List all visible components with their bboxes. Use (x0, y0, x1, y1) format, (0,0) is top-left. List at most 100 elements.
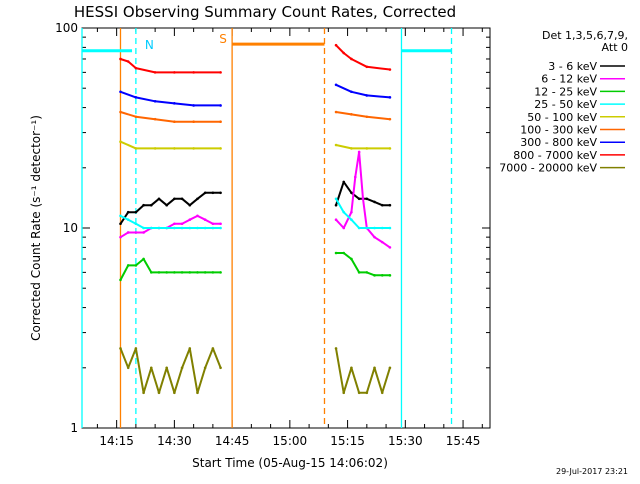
data-point (126, 264, 130, 267)
data-point (203, 191, 207, 195)
legend-header-line1: Det 1,3,5,6,7,9, (542, 29, 628, 42)
series-line (335, 111, 391, 121)
legend-label: 7000 - 20000 keV (499, 162, 597, 175)
data-point (149, 366, 153, 370)
data-point (334, 347, 338, 350)
data-point (380, 391, 384, 395)
data-point (119, 110, 122, 114)
data-point (134, 66, 138, 70)
data-point (342, 251, 346, 255)
data-point (157, 197, 161, 201)
data-point (126, 231, 130, 234)
data-point (380, 226, 384, 230)
x-tick-label: 14:45 (215, 434, 250, 448)
data-point (357, 271, 361, 274)
data-point (219, 366, 222, 370)
data-point (173, 197, 176, 201)
data-point (388, 117, 392, 121)
data-point (365, 391, 369, 395)
series-line (335, 348, 391, 394)
data-point (350, 191, 353, 195)
data-point (365, 65, 369, 69)
data-point (180, 222, 184, 226)
data-point (334, 218, 338, 222)
data-point (153, 71, 157, 74)
data-point (153, 100, 157, 103)
data-point (334, 83, 338, 87)
data-point (153, 117, 157, 121)
data-point (149, 271, 153, 274)
data-point (350, 210, 353, 214)
data-point (134, 147, 138, 150)
series-line (119, 191, 221, 225)
data-point (350, 57, 353, 61)
data-point (180, 366, 184, 370)
data-point (173, 391, 176, 395)
series-line (335, 198, 390, 229)
data-point (357, 197, 361, 201)
series-line (335, 83, 390, 99)
data-point (211, 271, 215, 274)
data-point (119, 90, 122, 94)
data-point (165, 226, 168, 230)
data-point (134, 231, 138, 234)
data-point (173, 147, 176, 150)
y-axis-label: Corrected Count Rate (s⁻¹ detector⁻¹) (29, 115, 43, 341)
data-point (142, 257, 145, 261)
data-point (350, 257, 353, 261)
legend-header-line2: Att 0 (602, 41, 628, 54)
data-point (211, 347, 215, 350)
chart-title: HESSI Observing Summary Count Rates, Cor… (74, 3, 456, 21)
y-tick-label: 1 (70, 421, 78, 435)
x-tick-label: 14:30 (157, 434, 192, 448)
data-point (365, 115, 369, 119)
data-point (192, 120, 195, 124)
data-point (126, 366, 130, 370)
data-point (353, 175, 357, 179)
series-line (120, 111, 221, 123)
data-point (211, 222, 215, 226)
footer-date: 29-Jul-2017 23:21 (556, 467, 628, 476)
data-point (188, 271, 192, 274)
data-point (388, 274, 392, 277)
data-point (165, 203, 168, 207)
data-point (350, 218, 353, 222)
data-point (157, 271, 161, 274)
data-point (388, 226, 392, 230)
series-line (335, 144, 390, 150)
data-point (203, 218, 207, 222)
data-point (365, 94, 369, 97)
data-point (192, 104, 195, 107)
data-point (196, 197, 199, 201)
data-point (342, 180, 346, 184)
data-point (126, 218, 130, 222)
data-point (149, 203, 153, 207)
data-point (142, 231, 145, 234)
data-point (373, 274, 376, 277)
legend-label: 12 - 25 keV (534, 85, 597, 98)
data-point (388, 68, 392, 71)
data-point (180, 226, 184, 230)
data-point (342, 51, 346, 55)
data-point (342, 226, 346, 230)
data-point (357, 150, 361, 154)
data-point (153, 147, 157, 150)
data-point (196, 226, 199, 230)
data-point (165, 366, 168, 370)
saa-marker-label: S (219, 32, 227, 46)
x-tick-label: 15:30 (388, 434, 423, 448)
data-point (219, 191, 222, 195)
data-point (192, 147, 195, 150)
plot-area: 1 10 100 14:15 14:30 14:45 15:00 15:15 15:30 15:4… (55, 21, 491, 448)
data-point (219, 271, 222, 274)
data-point (380, 203, 384, 207)
legend-label: 300 - 800 keV (520, 136, 597, 149)
data-point (134, 96, 138, 99)
data-point (119, 57, 122, 61)
data-point (134, 264, 138, 267)
data-point (334, 43, 338, 47)
data-point (192, 71, 195, 74)
data-point (196, 391, 199, 395)
data-point (119, 140, 122, 144)
